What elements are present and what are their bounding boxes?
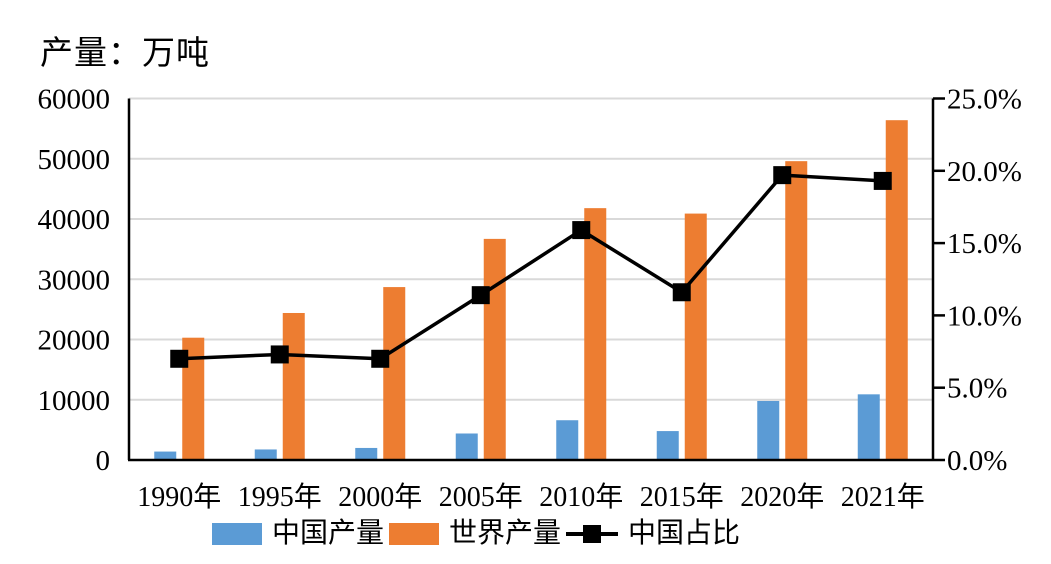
x-axis-category-label: 1995年 xyxy=(238,481,322,513)
left-axis-tick-label: 50000 xyxy=(38,144,111,176)
legend-item-world-production: 世界产量 xyxy=(389,520,561,548)
bar-china-production xyxy=(656,431,679,460)
x-axis-category-label: 2020年 xyxy=(740,481,824,513)
china-share-marker xyxy=(170,349,189,368)
legend-line-marker xyxy=(583,525,602,543)
legend-item-china-production: 中国产量 xyxy=(212,520,384,548)
right-axis-tick-label: 5.0% xyxy=(947,373,1007,405)
bar-world-production xyxy=(584,208,607,460)
legend-item-china-share: 中国占比 xyxy=(566,520,740,548)
china-share-marker xyxy=(773,166,792,185)
china-share-marker xyxy=(471,286,490,305)
line-marker-swatch-icon xyxy=(566,523,619,545)
x-axis-category-label: 2010年 xyxy=(539,481,623,513)
bar-china-production xyxy=(857,394,880,460)
bar-world-production xyxy=(684,213,707,460)
x-axis-category-label: 2005年 xyxy=(439,481,523,513)
x-axis-category-label: 2021年 xyxy=(841,481,925,513)
right-axis-tick-label: 10.0% xyxy=(947,300,1022,332)
china-share-marker xyxy=(672,283,691,302)
x-axis-category-label: 2015年 xyxy=(640,481,724,513)
bar-world-production xyxy=(885,120,908,460)
legend-label-share: 中国占比 xyxy=(628,518,741,549)
bar-china-production xyxy=(254,449,277,460)
bar-world-production xyxy=(383,287,406,460)
left-axis-tick-label: 30000 xyxy=(38,264,111,296)
chart-legend: 中国产量 世界产量 中国占比 xyxy=(212,520,740,548)
axis-unit-title: 产量：万吨 xyxy=(40,36,210,72)
right-axis-tick-label: 25.0% xyxy=(947,84,1022,116)
legend-label-world: 世界产量 xyxy=(449,518,562,549)
china-share-line xyxy=(177,173,885,361)
right-axis-tick-label: 0.0% xyxy=(947,445,1007,477)
bar-china-production xyxy=(556,420,579,460)
bar-world-production xyxy=(483,238,506,460)
china-share-marker xyxy=(371,349,390,368)
bar-world-production xyxy=(182,337,205,460)
bar-china-production xyxy=(154,451,177,460)
bar-china-production xyxy=(455,433,478,460)
china-share-marker xyxy=(270,345,289,364)
china-share-marker xyxy=(873,171,892,190)
right-axis-tick-label: 20.0% xyxy=(947,156,1022,188)
bar-china-production xyxy=(757,400,780,460)
china-bar-swatch-icon xyxy=(212,523,262,545)
left-axis-tick-label: 0 xyxy=(96,445,111,477)
bar-world-production xyxy=(785,161,808,460)
bar-china-production xyxy=(355,447,378,460)
x-axis-category-label: 2000年 xyxy=(338,481,422,513)
left-axis-tick-label: 10000 xyxy=(38,385,111,417)
right-axis-tick-label: 15.0% xyxy=(947,228,1022,260)
world-bar-swatch-icon xyxy=(389,523,440,545)
china-share-marker xyxy=(572,221,591,240)
left-axis-tick-label: 60000 xyxy=(38,84,111,116)
left-axis-tick-label: 20000 xyxy=(38,325,111,357)
legend-label-china: 中国产量 xyxy=(272,518,385,549)
bar-world-production xyxy=(282,312,305,460)
left-axis-tick-label: 40000 xyxy=(38,204,111,236)
x-axis-category-label: 1990年 xyxy=(137,481,221,513)
